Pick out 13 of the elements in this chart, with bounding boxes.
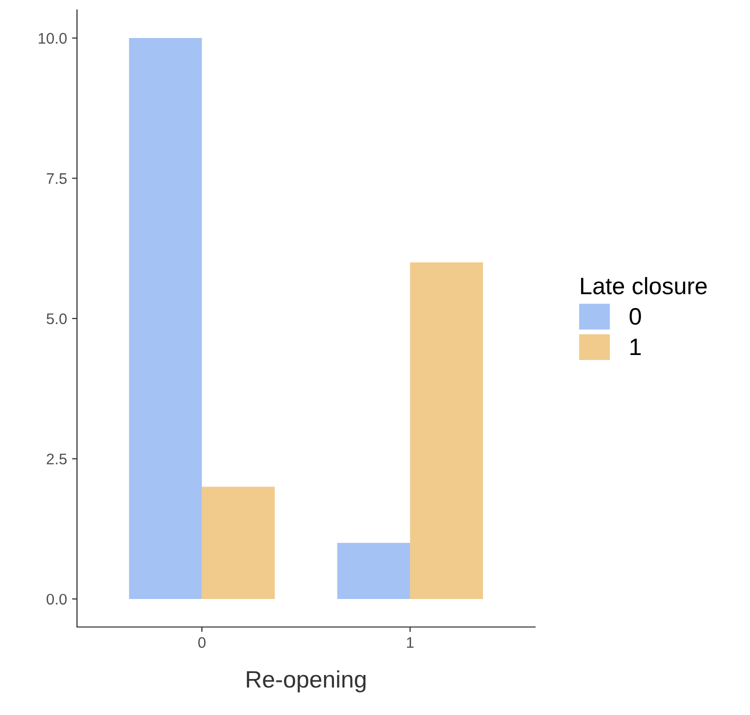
legend-title: Late closure [581,277,707,294]
bar [337,542,410,599]
y-tick-label: 0.0 [46,594,67,605]
y-tick-label: 10.0 [38,32,67,44]
y-tick-label: 5.0 [46,313,67,324]
legend-label: 0 [630,308,641,325]
y-tick-label: 7.5 [46,173,67,184]
bar [129,38,202,599]
bar [202,486,275,599]
legend-label: 1 [630,338,641,356]
bar [410,262,483,599]
y-tick-label: 2.5 [46,454,67,464]
x-axis-title: Re-opening [246,670,366,692]
